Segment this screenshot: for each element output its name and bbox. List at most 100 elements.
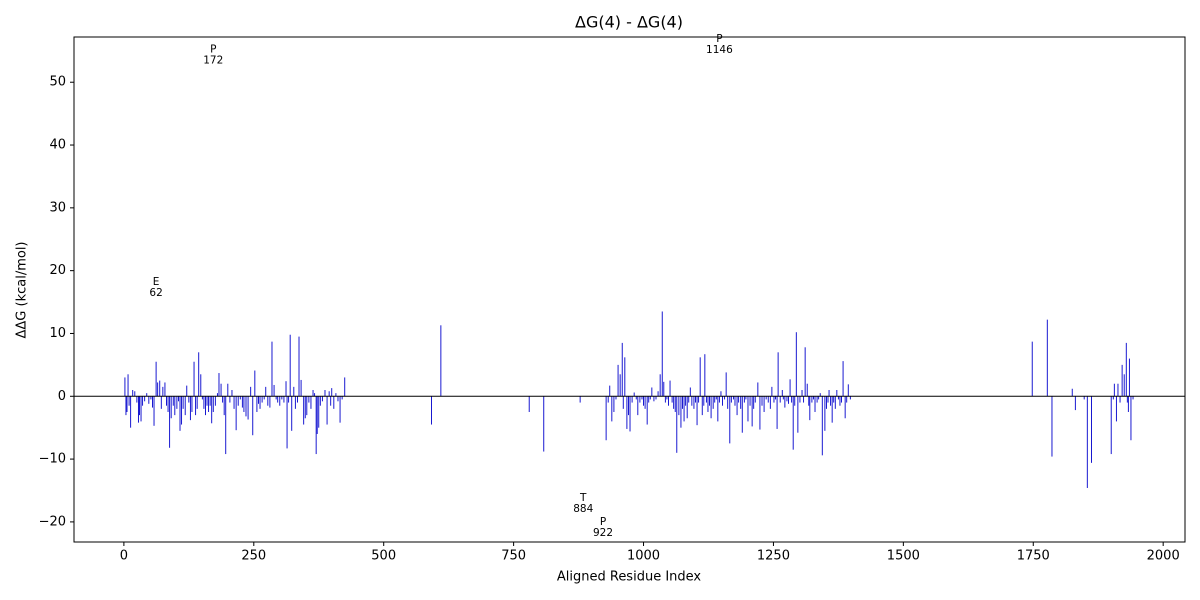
bar — [300, 379, 302, 397]
bar — [134, 391, 136, 397]
y-tick-label: −10 — [39, 452, 66, 467]
bar — [1051, 396, 1053, 457]
bar — [698, 396, 700, 403]
x-tick-label: 0 — [120, 549, 128, 564]
bar — [682, 396, 683, 409]
bar — [315, 396, 317, 455]
bar — [155, 361, 157, 397]
bar — [303, 396, 305, 425]
bar — [712, 396, 714, 409]
bar — [1074, 396, 1076, 411]
bar — [229, 396, 231, 403]
bar — [176, 396, 178, 409]
x-tick-label: 1000 — [627, 549, 660, 564]
bar — [710, 396, 712, 419]
bar — [1071, 388, 1073, 397]
bar — [803, 396, 805, 403]
bar — [182, 396, 184, 409]
bar — [725, 372, 727, 397]
annotation: P — [716, 33, 722, 45]
bar — [666, 396, 668, 400]
bar — [184, 396, 186, 416]
bar — [1083, 396, 1085, 400]
bar — [701, 396, 703, 416]
annotation: 922 — [593, 527, 613, 539]
bar — [722, 396, 723, 406]
chart-title: ΔG(4) - ΔG(4) — [575, 13, 683, 32]
bar — [132, 389, 134, 397]
bar — [801, 389, 803, 397]
bar — [751, 396, 753, 427]
bar — [318, 396, 320, 428]
bar — [777, 352, 779, 397]
bar — [198, 352, 200, 397]
bar — [615, 396, 617, 400]
bar — [724, 396, 726, 400]
bar — [639, 396, 641, 403]
bar — [621, 342, 623, 397]
bar — [179, 396, 181, 431]
bar — [130, 396, 132, 428]
bar — [321, 396, 323, 402]
bar — [201, 396, 203, 400]
bar — [1132, 396, 1134, 400]
bar — [259, 396, 261, 409]
bar — [216, 393, 218, 397]
bar — [319, 396, 321, 406]
bar — [125, 396, 127, 416]
bar — [732, 396, 734, 400]
bar — [1119, 396, 1121, 403]
bar — [651, 387, 653, 397]
bar — [1031, 341, 1033, 397]
bar — [833, 396, 835, 403]
bar — [227, 383, 229, 397]
bar — [1126, 396, 1128, 403]
bar — [617, 364, 619, 397]
x-tick-label: 2000 — [1147, 549, 1180, 564]
bar — [668, 396, 669, 406]
bar — [245, 396, 247, 417]
bar — [136, 396, 138, 403]
bar — [607, 396, 609, 403]
bar — [655, 396, 657, 400]
bar — [269, 396, 271, 408]
bar — [628, 396, 629, 416]
bar — [657, 391, 659, 397]
bar — [277, 396, 279, 403]
bar — [738, 396, 740, 403]
bar — [144, 396, 146, 402]
bar — [223, 396, 225, 416]
bar — [225, 396, 227, 455]
bar — [218, 373, 220, 397]
bar — [150, 396, 152, 400]
bar — [291, 396, 293, 431]
bar — [212, 396, 214, 412]
bar — [747, 396, 749, 422]
bar — [641, 396, 643, 400]
bar — [624, 357, 626, 397]
bar — [265, 386, 267, 397]
bar — [167, 396, 169, 412]
bar — [819, 393, 821, 397]
bar — [631, 396, 633, 403]
bar — [237, 396, 239, 406]
bar — [846, 396, 848, 403]
bar — [271, 341, 273, 397]
bar — [648, 396, 650, 403]
bar — [208, 396, 210, 412]
bar — [773, 396, 775, 403]
bar — [842, 361, 844, 397]
x-tick-label: 500 — [371, 549, 396, 564]
bar — [809, 396, 811, 421]
y-tick-label: 10 — [49, 326, 66, 341]
bar — [181, 396, 183, 425]
bar — [720, 391, 722, 397]
bar — [211, 396, 213, 424]
bar — [788, 396, 789, 404]
bar — [164, 382, 166, 397]
bar — [298, 336, 300, 397]
bar — [779, 396, 781, 403]
bar — [754, 396, 756, 403]
bar — [653, 396, 655, 402]
bar — [782, 396, 784, 400]
